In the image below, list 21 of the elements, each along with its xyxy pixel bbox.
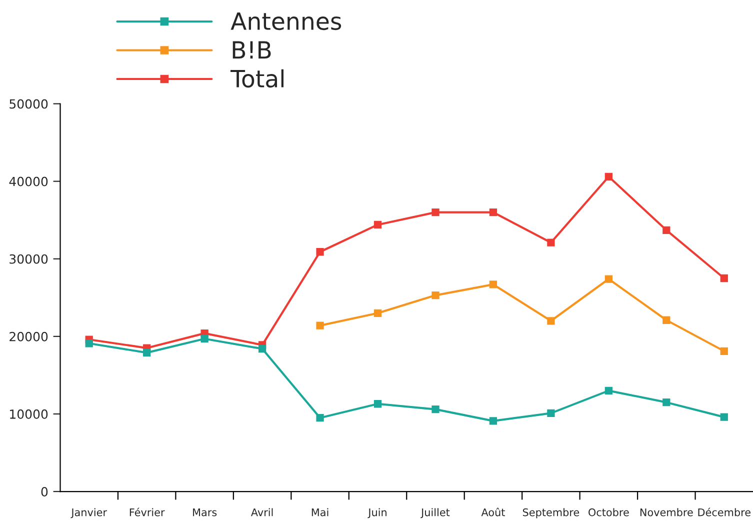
legend-label: B!B: [232, 41, 271, 58]
y-tick-label: 10000: [10, 409, 48, 419]
x-tick-label: Janvier: [70, 508, 108, 518]
x-tick-label: Novembre: [640, 508, 693, 516]
y-tick-label: 30000: [10, 254, 48, 264]
x-tick-label: Mai: [312, 508, 328, 516]
x-tick-label: Octobre: [588, 508, 629, 516]
x-tick-label: Juin: [368, 508, 386, 518]
x-tick-label: Septembre: [522, 508, 580, 518]
x-tick-label: Avril: [251, 508, 273, 516]
legend-label: Total: [230, 69, 284, 88]
y-tick-label: 50000: [10, 99, 48, 109]
y-tick-label: 20000: [10, 332, 48, 342]
x-tick-label: Décembre: [698, 508, 750, 516]
y-tick-label: 40000: [9, 176, 48, 186]
x-tick-label: Février: [130, 508, 165, 516]
x-tick-label: Août: [481, 508, 505, 516]
x-tick-label: Juillet: [420, 508, 450, 518]
y-tick-label: 0: [41, 486, 48, 496]
x-tick-label: Mars: [193, 508, 217, 516]
legend-label: Antennes: [230, 12, 342, 30]
